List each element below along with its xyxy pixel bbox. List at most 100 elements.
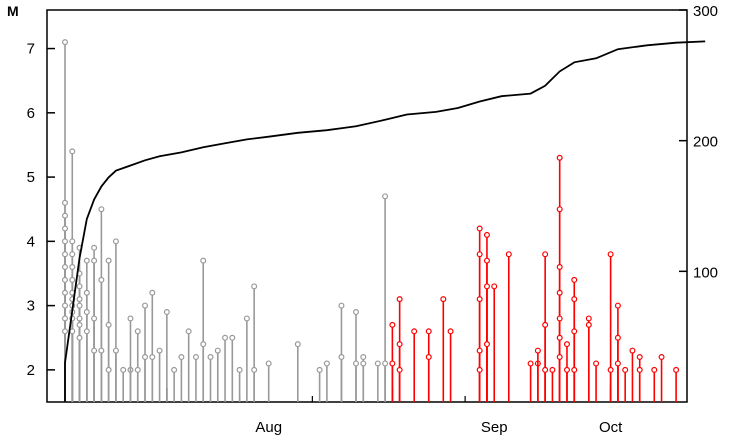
stem-point (69, 238, 76, 245)
cumulative-line (64, 40, 706, 402)
stem-point (476, 225, 483, 232)
y-left-tick-label: 4 (27, 233, 35, 250)
stem-point (382, 193, 389, 200)
stem-point (200, 341, 207, 348)
stem-point (556, 334, 563, 341)
stem-point (243, 315, 250, 322)
stem-point (323, 360, 330, 367)
stem-point (134, 366, 141, 373)
stem-point (105, 321, 112, 328)
stem-point (294, 341, 301, 348)
stem-point (61, 328, 68, 335)
stem-point (171, 366, 178, 373)
stem-point (156, 347, 163, 354)
x-tick-label: Sep (481, 419, 508, 436)
stem-point (76, 315, 83, 322)
stem-point (98, 347, 105, 354)
stem-point (593, 360, 600, 367)
stem-point (98, 206, 105, 213)
stem-point (614, 302, 621, 309)
y-axis-left-title: M (7, 3, 19, 19)
stem-point (229, 334, 236, 341)
stem-point (316, 366, 323, 373)
stem-point (112, 347, 119, 354)
stem-point (61, 276, 68, 283)
stem-point (76, 296, 83, 303)
stem-point (571, 366, 578, 373)
stem-point (353, 360, 360, 367)
stem-point (338, 302, 345, 309)
stem-point (236, 366, 243, 373)
stem-point (389, 360, 396, 367)
stem-point (200, 257, 207, 264)
stem-point (142, 354, 149, 361)
stem-point (556, 264, 563, 271)
stem-point (483, 231, 490, 238)
stem-point (585, 321, 592, 328)
stem-point (76, 334, 83, 341)
y-left-tick-label: 7 (27, 41, 35, 58)
stem-point (61, 238, 68, 245)
stem-point (673, 366, 680, 373)
stem-point (556, 315, 563, 322)
stem-point (491, 283, 498, 290)
y-axis-right: 100 200 300 (679, 3, 718, 281)
stem-point (396, 366, 403, 373)
stem-point (91, 347, 98, 354)
stem-point (83, 328, 90, 335)
x-tick-label: Aug (255, 419, 282, 436)
stem-point (214, 347, 221, 354)
stem-point (571, 296, 578, 303)
stem-point (76, 283, 83, 290)
stem-point (61, 251, 68, 258)
stem-point (69, 148, 76, 155)
stem-series-0 (61, 39, 389, 402)
stem-point (91, 244, 98, 251)
stem-point (222, 334, 229, 341)
stem-point (69, 264, 76, 271)
stem-point (476, 251, 483, 258)
stem-point (505, 251, 512, 258)
stem-point (571, 328, 578, 335)
stem-point (636, 366, 643, 373)
y-right-tick-label: 300 (693, 3, 718, 20)
stem-point (542, 251, 549, 258)
stem-point (185, 328, 192, 335)
stem-point (61, 302, 68, 309)
stem-point (142, 302, 149, 309)
stem-point (83, 289, 90, 296)
stem-point (629, 347, 636, 354)
stem-point (425, 354, 432, 361)
stem-point (556, 206, 563, 213)
stem-point (127, 315, 134, 322)
stem-point (61, 315, 68, 322)
stem-point (61, 212, 68, 219)
stem-point (425, 328, 432, 335)
stem-point (134, 328, 141, 335)
plot-frame (46, 9, 688, 403)
stem-point (251, 366, 258, 373)
stem-point (651, 366, 658, 373)
stem-point (389, 321, 396, 328)
stem-point (91, 315, 98, 322)
stem-point (265, 360, 272, 367)
stem-point (556, 354, 563, 361)
stem-point (61, 39, 68, 46)
stem-point (396, 296, 403, 303)
stem-point (556, 154, 563, 161)
stem-point (338, 354, 345, 361)
stem-point (149, 354, 156, 361)
series-layer (61, 39, 706, 402)
stem-point (83, 309, 90, 316)
stem-point (411, 328, 418, 335)
x-tick-label: Oct (599, 419, 623, 436)
stem-point (374, 360, 381, 367)
stem-point (120, 366, 127, 373)
stem-point (585, 315, 592, 322)
stem-point (61, 289, 68, 296)
stem-point (76, 321, 83, 328)
stem-point (360, 360, 367, 367)
stem-point (112, 238, 119, 245)
stem-point (83, 257, 90, 264)
stem-point (192, 354, 199, 361)
